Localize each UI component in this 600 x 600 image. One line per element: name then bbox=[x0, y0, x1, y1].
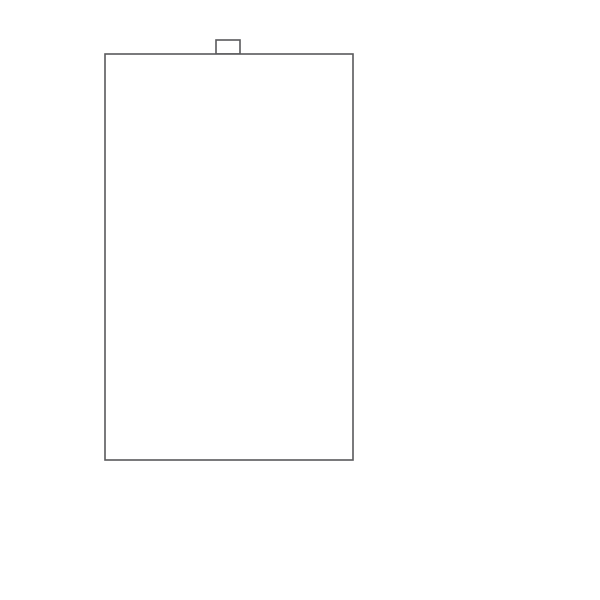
front-elevation bbox=[105, 40, 353, 460]
